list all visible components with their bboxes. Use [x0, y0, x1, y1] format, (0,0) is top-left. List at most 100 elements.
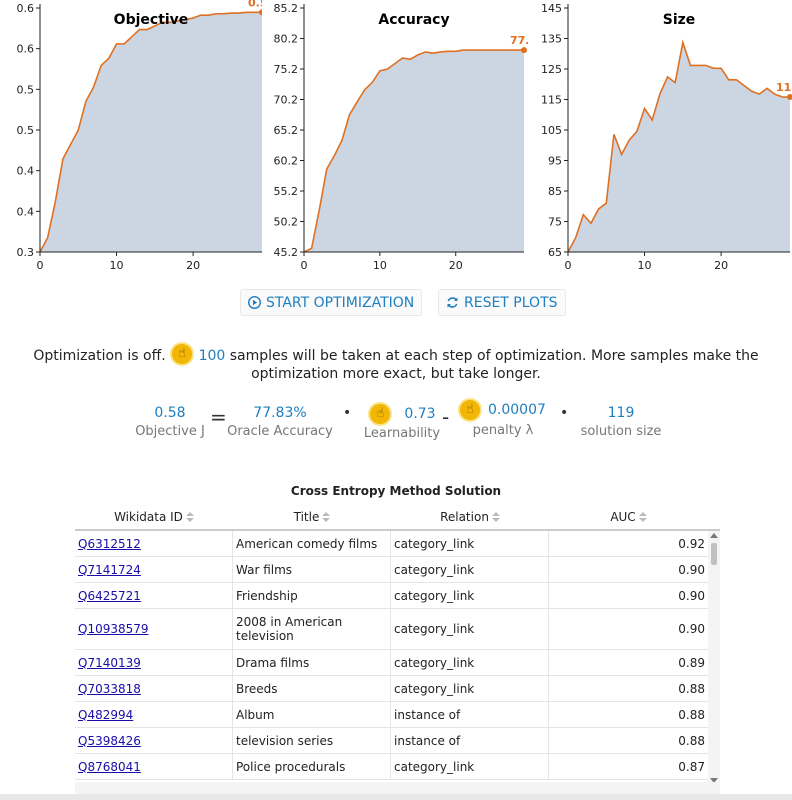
table-row: Q5398426 television series instance of 0.88	[75, 728, 720, 754]
vertical-scrollbar[interactable]	[708, 531, 720, 785]
table-row: Q6425721 Friendship category_link 0.90	[75, 583, 720, 609]
relation-cell: category_link	[391, 650, 549, 675]
wikidata-id-cell: Q482994	[75, 702, 233, 727]
area-fill	[568, 42, 790, 253]
chart-svg: 45.2 50.2 55.2 60.2 65.2 70.2 75.2 80.2 85.2 0 10 2…	[274, 2, 529, 272]
sort-icon	[322, 511, 331, 523]
relation-cell: instance of	[391, 702, 549, 727]
y-tick-label: 0.6	[17, 2, 35, 15]
auc-cell: 0.88	[678, 681, 705, 696]
start-optimization-button[interactable]: START OPTIMIZATION	[240, 289, 423, 316]
chart-svg: 65 75 85 95 105 115 125 135 145 0 10 20 Size 11	[541, 2, 792, 272]
wikidata-id-link[interactable]: Q5398426	[78, 733, 141, 748]
y-tick-label: 0.4	[17, 165, 35, 178]
chart-title: Accuracy	[378, 12, 449, 28]
auc-cell: 0.88	[678, 733, 705, 748]
title-cell: Police procedurals	[233, 754, 391, 779]
scrollbar-thumb[interactable]	[711, 543, 717, 565]
horizontal-scrollbar[interactable]	[75, 782, 720, 794]
learnability-label: Learnability	[363, 426, 441, 441]
penalty-label: penalty λ	[472, 423, 534, 438]
table-title: Cross Entropy Method Solution	[290, 484, 502, 498]
table-row: Q7033818 Breeds category_link 0.88	[75, 676, 720, 702]
column-header-relation[interactable]: Relation	[391, 505, 549, 529]
start-optimization-label: START OPTIMIZATION	[266, 294, 415, 311]
penalty-value[interactable]: 0.00007	[488, 402, 546, 418]
x-tick-label: 10	[110, 259, 124, 272]
y-tick-label: 0.6	[17, 43, 35, 56]
auc-cell: 0.90	[678, 622, 705, 636]
column-header-auc[interactable]: AUC	[549, 505, 708, 529]
wikidata-id-link[interactable]: Q6312512	[78, 536, 141, 551]
title-cell: 2008 in American television	[233, 609, 391, 649]
relation-cell: instance of	[391, 728, 549, 753]
series-line	[303, 49, 524, 253]
minus-sign: -	[442, 405, 450, 429]
wikidata-id-link[interactable]: Q7033818	[78, 681, 141, 696]
hand-pointer-icon[interactable]	[368, 402, 393, 426]
wikidata-id-cell: Q8768041	[75, 754, 233, 779]
table-row: Q7141724 War films category_link 0.90	[75, 557, 720, 583]
relation-cell: category_link	[391, 676, 549, 701]
accuracy-value: 77.83%	[253, 405, 307, 421]
button-row: START OPTIMIZATION RESET PLOTS	[0, 289, 792, 317]
y-tick-label: 80.2	[274, 33, 299, 46]
y-tick-label: 0.3	[17, 246, 35, 259]
auc-cell: 0.92	[678, 536, 705, 551]
scroll-down-icon[interactable]	[710, 778, 718, 783]
table-header: Wikidata ID Title Relation AUC	[75, 505, 720, 531]
title-cell: television series	[233, 728, 391, 753]
objective-term: 0.58 Objective J	[130, 405, 210, 439]
y-tick-label: 105	[541, 124, 562, 137]
wikidata-id-link[interactable]: Q8768041	[78, 759, 141, 774]
table-row: Q10938579 2008 in American television cate…	[75, 609, 720, 650]
x-tick-label: 20	[186, 259, 200, 272]
accuracy-label: Oracle Accuracy	[227, 424, 333, 439]
table-row: Q7140139 Drama films category_link 0.89	[75, 650, 720, 676]
reset-plots-label: RESET PLOTS	[464, 294, 558, 311]
wikidata-id-link[interactable]: Q7140139	[78, 655, 141, 670]
area-fill	[40, 12, 262, 253]
auc-cell: 0.88	[678, 707, 705, 722]
title-cell: American comedy films	[233, 531, 391, 556]
wikidata-id-link[interactable]: Q7141724	[78, 562, 141, 577]
samples-count[interactable]: 100	[198, 348, 226, 364]
bottom-bar	[0, 794, 792, 800]
y-tick-label: 65	[548, 246, 562, 259]
wikidata-id-link[interactable]: Q10938579	[78, 622, 149, 636]
x-tick-label: 10	[638, 259, 652, 272]
wikidata-id-cell: Q6312512	[75, 531, 233, 556]
wikidata-id-cell: Q7140139	[75, 650, 233, 675]
wikidata-id-link[interactable]: Q6425721	[78, 588, 141, 603]
y-tick-label: 85.2	[274, 2, 299, 15]
wikidata-id-link[interactable]: Q482994	[78, 707, 134, 722]
x-tick-label: 0	[37, 259, 44, 272]
scroll-up-icon[interactable]	[710, 533, 718, 538]
multiply-dot: •	[560, 405, 569, 421]
equals-sign: =	[210, 405, 227, 429]
wikidata-id-cell: Q7141724	[75, 557, 233, 582]
y-tick-label: 50.2	[274, 216, 299, 229]
reset-plots-button[interactable]: RESET PLOTS	[438, 289, 566, 316]
refresh-icon	[446, 296, 459, 309]
end-point	[521, 47, 527, 54]
charts-area: 0.3 0.4 0.4 0.5 0.5 0.6 0.6 0 10 20 Objective 0.5 4…	[0, 0, 792, 278]
hand-pointer-icon[interactable]	[458, 398, 482, 422]
column-header-title[interactable]: Title	[233, 505, 391, 529]
y-tick-label: 145	[541, 2, 562, 15]
wikidata-id-cell: Q10938579	[75, 609, 233, 649]
y-tick-label: 55.2	[274, 185, 299, 198]
solution-table: Wikidata ID Title Relation AUC Q6312512 A…	[75, 505, 720, 785]
multiply-dot: •	[343, 405, 352, 421]
learnability-value[interactable]: 0.73	[404, 406, 436, 422]
optimization-description: Optimization is off. 100 samples will be…	[0, 342, 792, 383]
end-point	[259, 9, 262, 16]
size-chart: 65 75 85 95 105 115 125 135 145 0 10 20 Size 11	[528, 0, 792, 278]
wikidata-id-cell: Q5398426	[75, 728, 233, 753]
learnability-term: 0.73 Learnability	[362, 402, 442, 441]
column-header-wikidata-id[interactable]: Wikidata ID	[75, 505, 233, 529]
wikidata-id-cell: Q6425721	[75, 583, 233, 608]
end-point	[787, 93, 792, 100]
hand-pointer-icon[interactable]	[170, 342, 195, 366]
play-icon	[248, 296, 261, 309]
